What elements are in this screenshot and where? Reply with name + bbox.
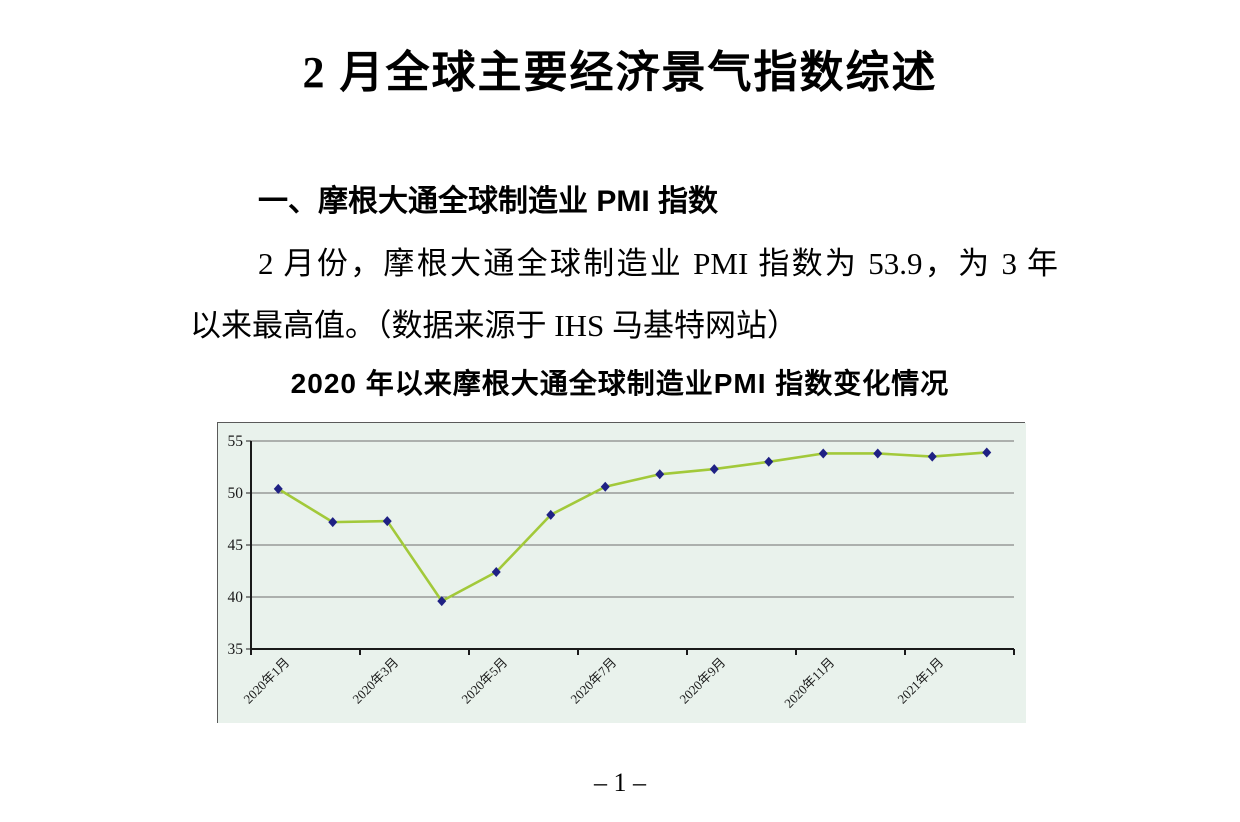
page-number: – 1 – — [594, 768, 646, 797]
svg-text:35: 35 — [228, 641, 244, 658]
svg-text:55: 55 — [228, 433, 244, 450]
section-heading: 一、摩根大通全球制造业 PMI 指数 — [258, 185, 719, 218]
page-title: 2 月全球主要经济景气指数综述 — [302, 48, 938, 97]
svg-text:40: 40 — [228, 589, 244, 606]
pmi-line-chart: 35 40 45 50 55 2020年1月 2020年3月 2020年5月 2020年7月 20… — [217, 422, 1026, 723]
chart-title: 2020 年以来摩根大通全球制造业PMI 指数变化情况 — [290, 368, 950, 399]
svg-text:50: 50 — [228, 485, 244, 502]
body-paragraph-line-1: 2 月份，摩根大通全球制造业 PMI 指数为 53.9，为 3 年 — [258, 246, 1058, 281]
svg-text:45: 45 — [228, 537, 244, 554]
body-paragraph-line-2: 以来最高值。（数据来源于 IHS 马基特网站） — [190, 308, 798, 343]
